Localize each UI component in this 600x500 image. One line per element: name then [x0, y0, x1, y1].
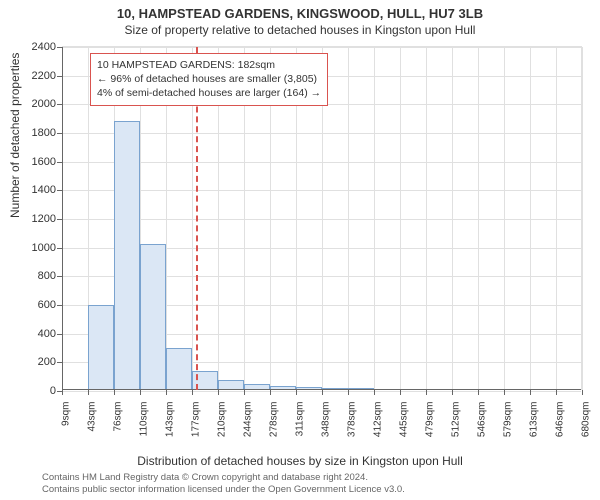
x-tick-label: 579sqm	[503, 402, 514, 438]
x-tick-mark	[400, 390, 401, 395]
gridline-v	[452, 47, 453, 390]
x-tick-label: 445sqm	[399, 402, 410, 438]
y-tick-label: 2400	[32, 41, 56, 53]
x-tick-label: 9sqm	[61, 402, 72, 426]
y-axis-label: Number of detached properties	[8, 53, 22, 218]
x-tick-mark	[452, 390, 453, 395]
gridline-v	[556, 47, 557, 390]
gridline-v	[530, 47, 531, 390]
histogram-bar	[114, 121, 140, 390]
x-tick-mark	[348, 390, 349, 395]
x-tick-label: 143sqm	[165, 402, 176, 438]
gridline-v	[582, 47, 583, 390]
x-tick-label: 512sqm	[451, 402, 462, 438]
y-tick-label: 1800	[32, 127, 56, 139]
y-tick-label: 400	[38, 328, 56, 340]
x-tick-label: 244sqm	[243, 402, 254, 438]
gridline-v	[400, 47, 401, 390]
x-tick-label: 412sqm	[373, 402, 384, 438]
x-tick-label: 43sqm	[87, 402, 98, 432]
x-tick-mark	[192, 390, 193, 395]
x-tick-mark	[582, 390, 583, 395]
x-tick-label: 680sqm	[581, 402, 592, 438]
x-tick-label: 546sqm	[477, 402, 488, 438]
footer-disclaimer: Contains HM Land Registry data © Crown c…	[42, 472, 405, 496]
y-axis-line	[62, 47, 63, 390]
gridline-v	[348, 47, 349, 390]
callout-line-1: 10 HAMPSTEAD GARDENS: 182sqm	[97, 58, 321, 72]
y-tick-label: 1000	[32, 242, 56, 254]
callout-line-2: ← 96% of detached houses are smaller (3,…	[97, 72, 321, 86]
y-tick-label: 2200	[32, 70, 56, 82]
x-tick-mark	[140, 390, 141, 395]
x-axis-label: Distribution of detached houses by size …	[0, 454, 600, 468]
x-tick-label: 479sqm	[425, 402, 436, 438]
histogram-bar	[140, 244, 166, 390]
x-tick-label: 378sqm	[347, 402, 358, 438]
disclaimer-line-2: Contains public sector information licen…	[42, 484, 405, 496]
y-tick-label: 0	[50, 385, 56, 397]
x-tick-mark	[504, 390, 505, 395]
x-tick-label: 177sqm	[191, 402, 202, 438]
x-tick-label: 646sqm	[555, 402, 566, 438]
x-tick-label: 76sqm	[113, 402, 124, 432]
y-tick-label: 2000	[32, 98, 56, 110]
x-tick-mark	[426, 390, 427, 395]
y-tick-label: 200	[38, 356, 56, 368]
x-tick-mark	[322, 390, 323, 395]
page-subtitle: Size of property relative to detached ho…	[0, 21, 600, 37]
x-tick-mark	[166, 390, 167, 395]
x-tick-mark	[218, 390, 219, 395]
x-tick-mark	[62, 390, 63, 395]
x-tick-mark	[374, 390, 375, 395]
x-tick-mark	[296, 390, 297, 395]
x-tick-label: 613sqm	[529, 402, 540, 438]
x-tick-mark	[270, 390, 271, 395]
x-tick-mark	[530, 390, 531, 395]
x-tick-label: 311sqm	[295, 402, 306, 437]
x-tick-label: 110sqm	[139, 402, 150, 437]
callout-line-3: 4% of semi-detached houses are larger (1…	[97, 86, 321, 100]
gridline-v	[374, 47, 375, 390]
callout-box: 10 HAMPSTEAD GARDENS: 182sqm← 96% of det…	[90, 53, 328, 106]
x-tick-label: 278sqm	[269, 402, 280, 438]
gridline-v	[426, 47, 427, 390]
x-tick-mark	[556, 390, 557, 395]
disclaimer-line-1: Contains HM Land Registry data © Crown c…	[42, 472, 405, 484]
y-tick-label: 1600	[32, 156, 56, 168]
x-tick-label: 210sqm	[217, 402, 228, 438]
y-tick-label: 1200	[32, 213, 56, 225]
x-tick-mark	[244, 390, 245, 395]
x-axis-line	[62, 389, 581, 390]
y-tick-label: 1400	[32, 184, 56, 196]
x-tick-label: 348sqm	[321, 402, 332, 438]
y-tick-label: 800	[38, 270, 56, 282]
histogram-bar	[166, 348, 192, 390]
x-tick-mark	[478, 390, 479, 395]
page-title: 10, HAMPSTEAD GARDENS, KINGSWOOD, HULL, …	[0, 0, 600, 21]
chart-plot-area: 0200400600800100012001400160018002000220…	[62, 46, 582, 390]
gridline-v	[478, 47, 479, 390]
histogram-bar	[88, 305, 114, 390]
x-tick-mark	[88, 390, 89, 395]
x-tick-mark	[114, 390, 115, 395]
gridline-v	[504, 47, 505, 390]
y-tick-label: 600	[38, 299, 56, 311]
